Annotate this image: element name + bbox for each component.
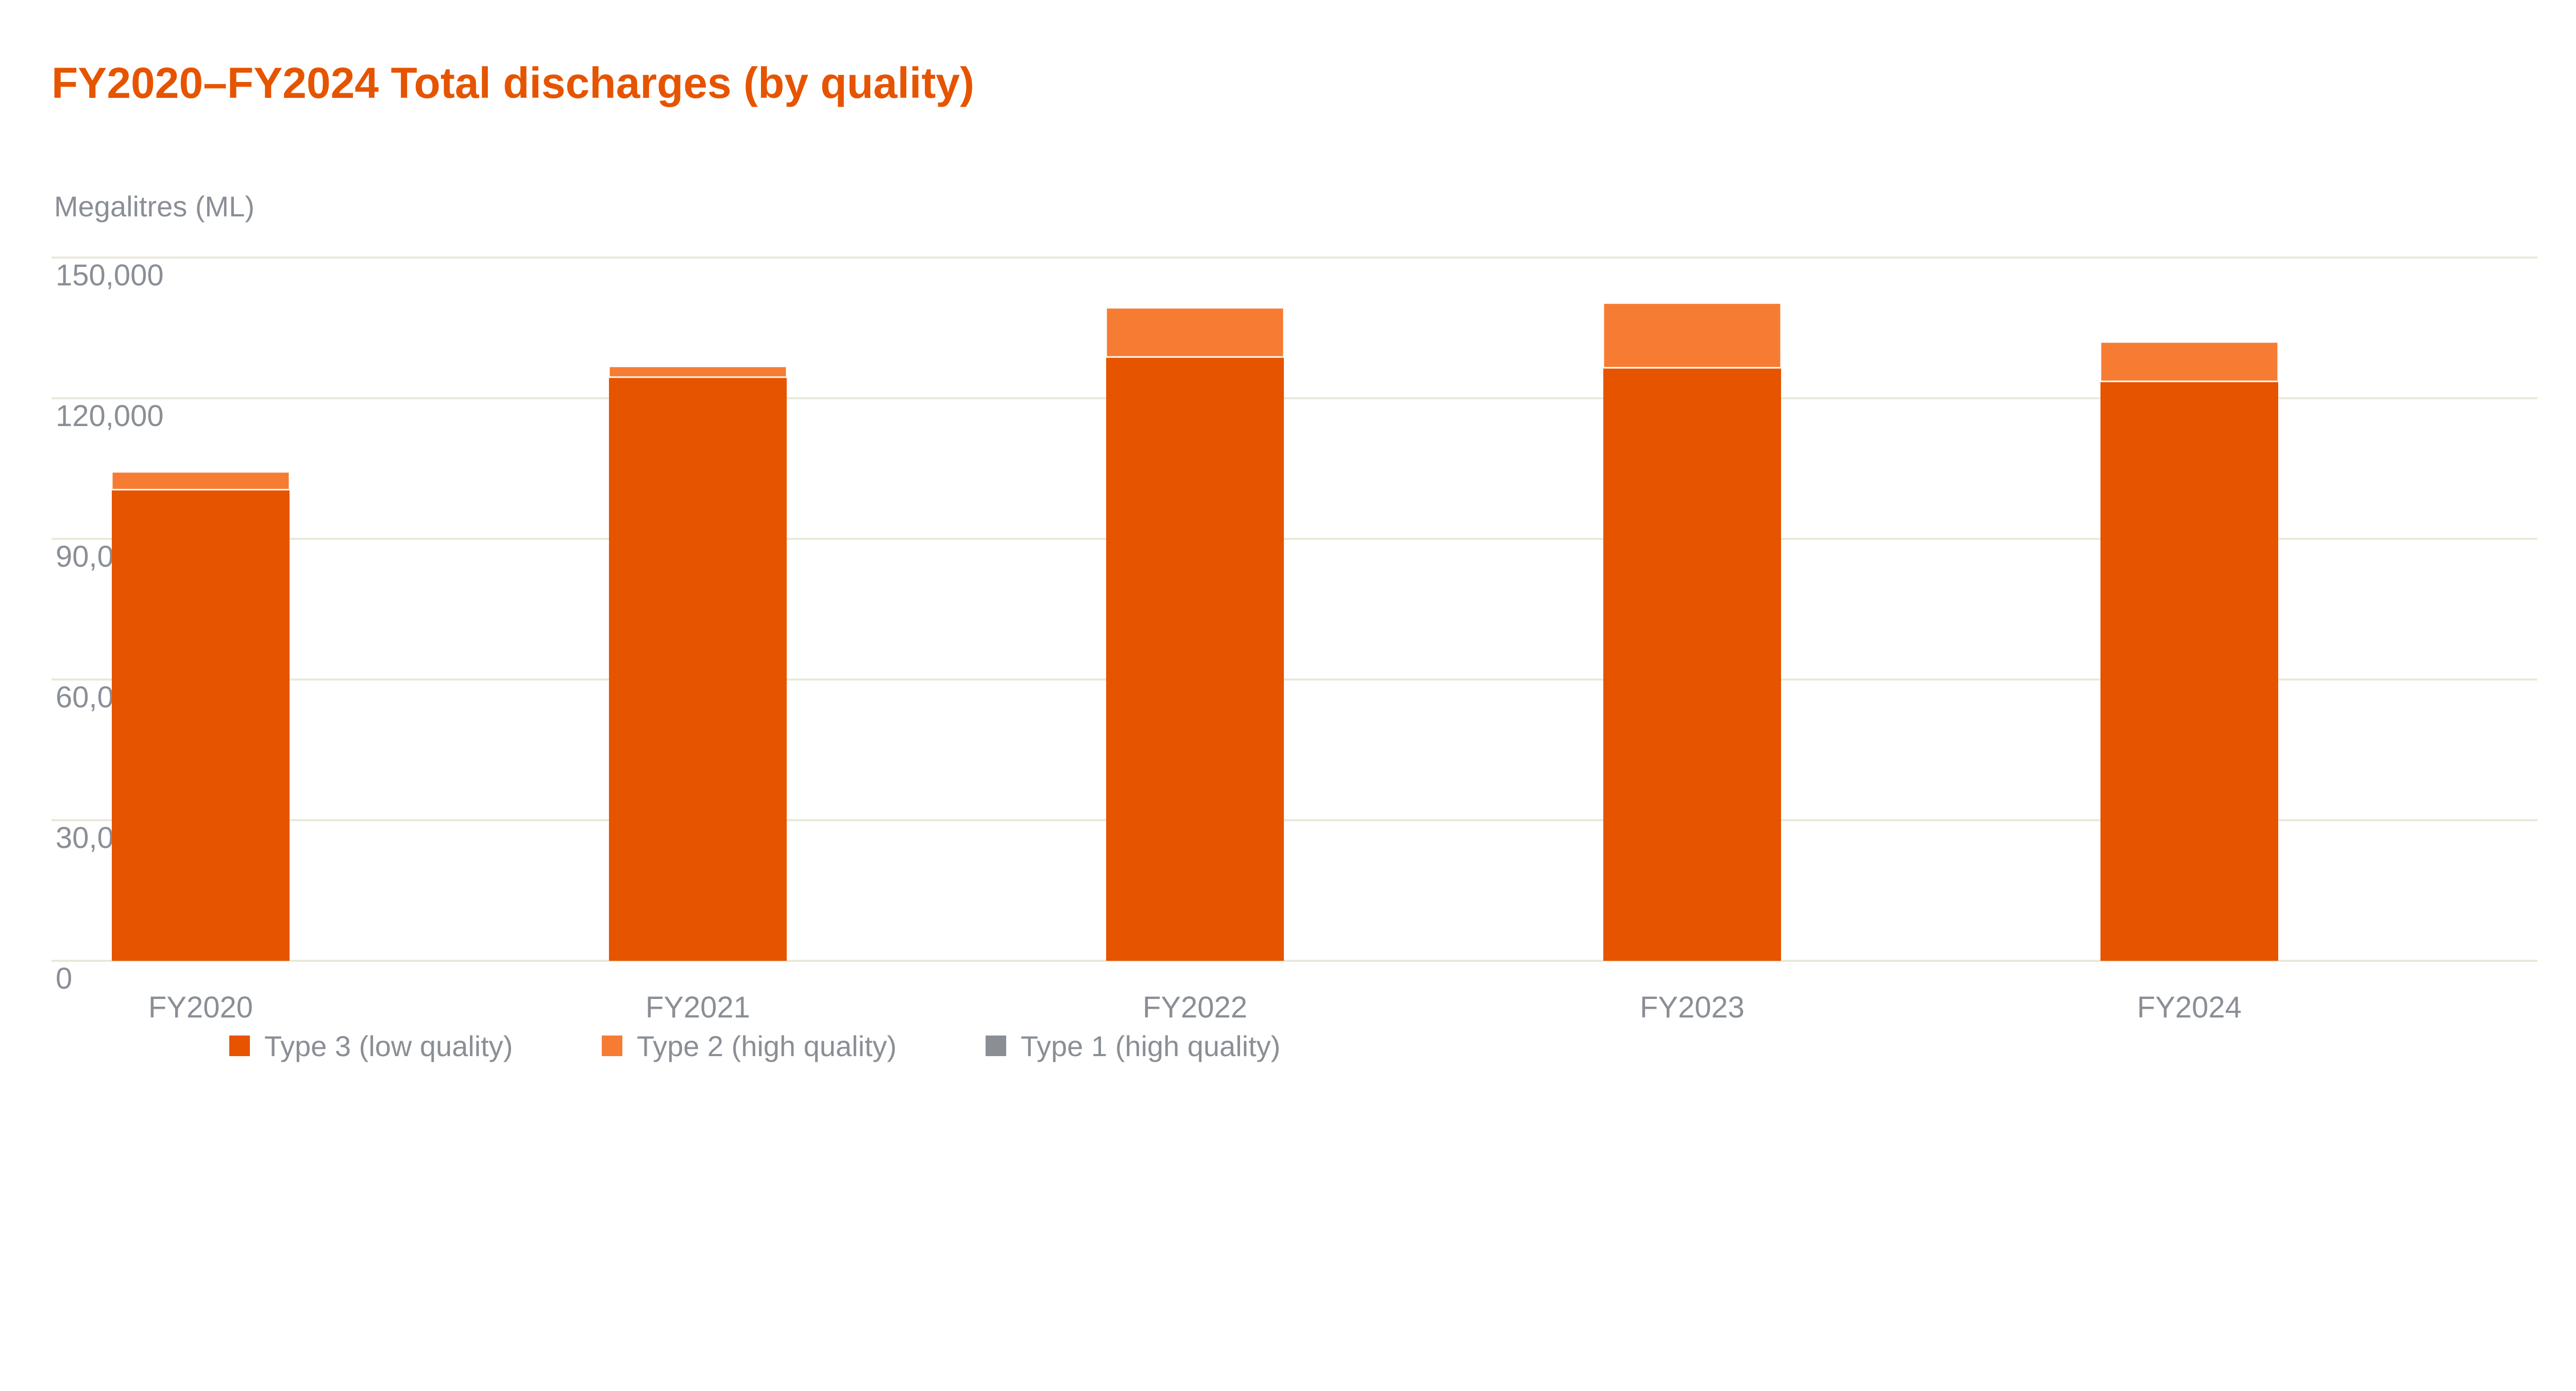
bar-segment	[2100, 381, 2278, 961]
x-tick-label: FY2022	[1143, 991, 1247, 1024]
legend-swatch	[986, 1036, 1006, 1056]
bar-segment	[609, 377, 787, 961]
x-tick-label: FY2021	[646, 991, 750, 1024]
chart-title: FY2020–FY2024 Total discharges (by quali…	[52, 59, 974, 107]
legend: Type 3 (low quality) Type 2 (high quality…	[229, 1030, 1280, 1062]
x-tick-label: FY2020	[148, 991, 253, 1024]
bars	[111, 302, 2279, 961]
bar-segment	[1602, 302, 1782, 369]
legend-label: Type 2 (high quality)	[637, 1030, 896, 1062]
x-tick-label: FY2024	[2137, 991, 2242, 1024]
y-tick-label: 120,000	[56, 399, 164, 433]
bar-segment	[1106, 357, 1284, 961]
bar-segment	[1603, 367, 1781, 961]
bar-segment	[1105, 307, 1285, 358]
y-tick-label: 150,000	[56, 259, 164, 292]
y-axis-unit-label: Megalitres (ML)	[54, 190, 255, 223]
legend-swatch	[229, 1036, 250, 1056]
legend-label: Type 3 (low quality)	[264, 1030, 513, 1062]
x-tick-label: FY2023	[1640, 991, 1744, 1024]
y-tick-label: 0	[56, 962, 72, 995]
bar-segment	[112, 489, 290, 961]
legend-swatch	[602, 1036, 622, 1056]
bar-segment	[608, 365, 788, 378]
legend-label: Type 1 (high quality)	[1021, 1030, 1280, 1062]
bar-segment	[2099, 341, 2279, 382]
x-axis-categories: FY2020 FY2021 FY2022 FY2023 FY2024	[148, 991, 2242, 1024]
bar-segment	[111, 471, 291, 490]
